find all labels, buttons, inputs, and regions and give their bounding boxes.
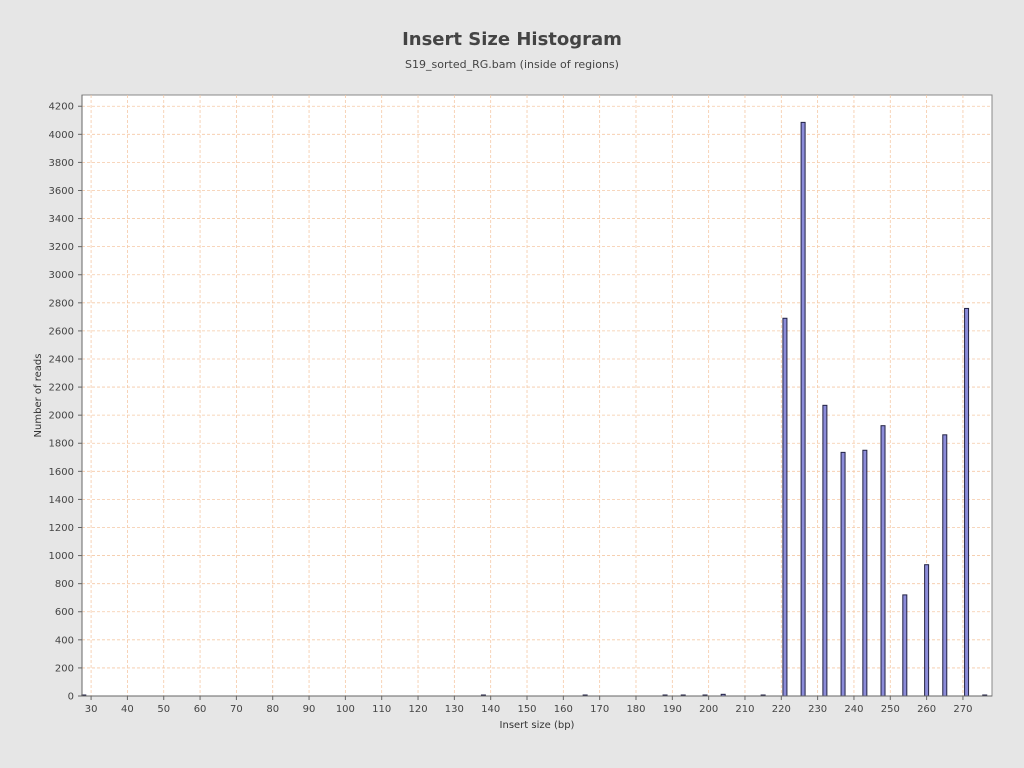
histogram-bar	[964, 307, 970, 697]
x-tick-label: 150	[517, 704, 536, 715]
bars	[81, 121, 988, 697]
x-tick-label: 70	[230, 704, 243, 715]
y-tick-label: 1800	[49, 439, 74, 450]
y-tick-label: 4000	[49, 130, 74, 141]
y-tick-label: 800	[55, 579, 74, 590]
histogram-bar	[902, 594, 908, 697]
x-tick-label: 170	[590, 704, 609, 715]
x-tick-label: 60	[194, 704, 207, 715]
y-tick-label: 400	[55, 635, 74, 646]
x-tick-label: 40	[121, 704, 134, 715]
x-tick-label: 130	[445, 704, 464, 715]
histogram-bar	[782, 317, 788, 697]
x-tick-label: 270	[953, 704, 972, 715]
y-tick-label: 2800	[49, 298, 74, 309]
y-tick-label: 2400	[49, 354, 74, 365]
y-tick-label: 1600	[49, 467, 74, 478]
x-axis-label: Insert size (bp)	[500, 720, 575, 731]
histogram-bar	[840, 451, 846, 697]
x-tick-label: 190	[663, 704, 682, 715]
y-tick-label: 3200	[49, 242, 74, 253]
y-tick-label: 1200	[49, 523, 74, 534]
x-tick-label: 240	[844, 704, 863, 715]
y-tick-label: 3600	[49, 186, 74, 197]
chart-title: Insert Size Histogram	[402, 29, 622, 50]
x-tick-label: 100	[336, 704, 355, 715]
x-tick-label: 230	[808, 704, 827, 715]
y-tick-label: 3400	[49, 214, 74, 225]
x-tick-label: 200	[699, 704, 718, 715]
x-tick-label: 160	[554, 704, 573, 715]
y-tick-label: 2000	[49, 411, 74, 422]
x-tick-label: 120	[408, 704, 427, 715]
plot-area	[81, 94, 993, 697]
y-tick-label: 0	[68, 692, 74, 703]
x-tick-label: 210	[735, 704, 754, 715]
x-tick-label: 250	[881, 704, 900, 715]
y-tick-label: 200	[55, 663, 74, 674]
y-tick-label: 1400	[49, 495, 74, 506]
histogram-bar	[942, 434, 948, 697]
x-tick-label: 80	[266, 704, 279, 715]
y-tick-label: 600	[55, 607, 74, 618]
x-tick-label: 30	[85, 704, 98, 715]
y-tick-label: 2200	[49, 383, 74, 394]
histogram-bar	[800, 121, 806, 697]
x-axis: 30 40 50 60 70 80 90 100 110 120 130 140 150 160 170 18…	[82, 695, 992, 715]
histogram-bar	[822, 404, 828, 697]
y-tick-label: 2600	[49, 326, 74, 337]
histogram-bar	[924, 564, 930, 697]
histogram-bar	[880, 425, 886, 697]
y-tick-label: 1000	[49, 551, 74, 562]
x-tick-label: 220	[772, 704, 791, 715]
y-axis-label: Number of reads	[33, 354, 44, 438]
x-tick-label: 180	[626, 704, 645, 715]
y-tick-label: 3800	[49, 158, 74, 169]
grid-lines	[82, 95, 992, 696]
x-tick-label: 50	[157, 704, 170, 715]
y-tick-label: 4200	[49, 102, 74, 113]
y-tick-label: 3000	[49, 270, 74, 281]
histogram-bar	[862, 449, 868, 697]
x-tick-label: 90	[303, 704, 316, 715]
x-tick-label: 140	[481, 704, 500, 715]
x-tick-label: 260	[917, 704, 936, 715]
y-axis: 0 200 400 600 800 1000 1200 1400 1600 1800 2000 220…	[49, 95, 83, 703]
x-tick-label: 110	[372, 704, 391, 715]
chart-subtitle: S19_sorted_RG.bam (inside of regions)	[405, 58, 619, 71]
